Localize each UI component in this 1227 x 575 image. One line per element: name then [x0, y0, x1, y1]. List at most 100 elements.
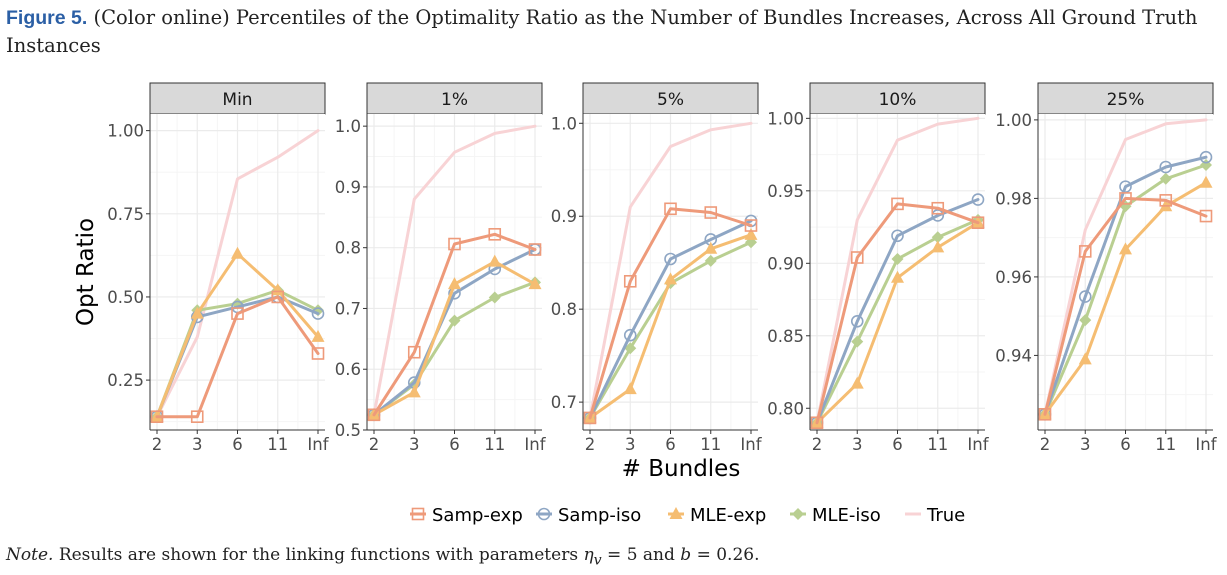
data-point-samp-exp: [1078, 245, 1092, 258]
data-point-mle-exp: [231, 246, 244, 259]
data-point-samp-exp: [488, 228, 502, 241]
data-point-samp-exp: [311, 347, 325, 360]
legend-item-samp-exp: Samp-exp: [410, 505, 523, 526]
data-point-samp-iso: [931, 209, 945, 222]
data-point-mle-iso: [891, 252, 904, 265]
note-text-end: = 0.26.: [696, 545, 760, 565]
panel-strip-5pct: [582, 82, 759, 115]
y-tick-label: 0.98: [995, 189, 1032, 208]
data-point-mle-iso: [1159, 172, 1172, 185]
legend-key-marker: [792, 508, 804, 520]
y-tick-label: 0.6: [335, 360, 361, 379]
series-line-samp-exp: [815, 202, 980, 425]
data-point-mle-exp: [891, 270, 904, 283]
legend-item-mle-iso: MLE-iso: [790, 505, 881, 526]
data-point-samp-exp: [150, 410, 164, 423]
panel-strip-min: [149, 82, 326, 115]
data-point-mle-exp: [1199, 175, 1213, 188]
legend-label: Samp-iso: [558, 505, 641, 526]
data-point-samp-exp: [744, 219, 758, 232]
note-text-mid: = 5 and: [607, 545, 675, 565]
data-point-samp-exp: [583, 411, 597, 425]
x-tick-label: 3: [409, 435, 420, 454]
series-line-samp-exp: [372, 232, 537, 417]
series-line-samp-exp: [588, 207, 753, 420]
series-line-true: [588, 121, 753, 420]
figure-label: Figure 5.: [6, 7, 88, 29]
x-axis-title: # Bundles: [622, 456, 741, 482]
series-true: [1043, 118, 1208, 416]
legend-key-marker: [537, 507, 551, 521]
panel-title-25pct: 25%: [1107, 90, 1145, 110]
series-line-true: [155, 129, 320, 419]
data-point-mle-exp: [850, 376, 864, 389]
y-tick-label: 0.8: [551, 300, 577, 319]
panel-25pct: 25% 0.94 0.96 0.98 1.00 2 3 6 11 Inf: [995, 82, 1218, 454]
legend: Samp-exp Samp-iso MLE-exp MLE-iso True: [410, 505, 965, 526]
data-point-samp-exp: [190, 410, 204, 423]
x-tick-label: 2: [812, 435, 823, 454]
series-true: [588, 121, 753, 420]
y-tick-label: 1.00: [767, 109, 804, 128]
figure-caption: Figure 5. (Color online) Percentiles of …: [6, 4, 1224, 59]
series-line-samp-exp: [1043, 196, 1208, 416]
data-point-samp-iso: [1159, 160, 1173, 174]
data-point-mle-exp: [704, 241, 718, 254]
note-eta-subscript: v: [593, 552, 602, 569]
panels: Min 0.25 0.50 0.75 1.00 2 3 6 11 Inf 1% 0.5 0.6 0.7 0.…: [107, 82, 1218, 454]
data-point-samp-exp: [971, 216, 985, 230]
legend-label: True: [926, 505, 965, 526]
panel-title-1pct: 1%: [441, 90, 468, 110]
series-line-samp-exp: [155, 295, 320, 419]
panel-10pct: 10% 0.80 0.85 0.90 0.95 1.00 2 3 6 11 Inf: [767, 82, 990, 454]
x-tick-label: 3: [852, 435, 863, 454]
legend-item-true: True: [905, 505, 965, 526]
data-point-mle-exp: [488, 254, 502, 267]
y-tick-label: 0.75: [107, 205, 144, 224]
data-point-samp-exp: [448, 237, 461, 251]
data-point-mle-iso: [488, 291, 501, 304]
legend-key-marker: [411, 507, 425, 521]
x-tick-label: Inf: [967, 435, 989, 454]
data-point-mle-exp: [407, 385, 421, 398]
data-point-samp-iso: [311, 307, 325, 320]
data-point-mle-iso: [851, 335, 864, 348]
x-tick-label: Inf: [307, 435, 329, 454]
data-point-mle-iso: [448, 314, 461, 327]
data-point-samp-iso: [1199, 150, 1213, 164]
x-tick-label: 11: [267, 435, 288, 454]
data-point-mle-exp: [448, 277, 461, 290]
x-tick-label: 3: [1080, 435, 1091, 454]
data-point-samp-exp: [931, 201, 945, 215]
data-point-samp-exp: [1119, 192, 1132, 205]
series-samp-exp: [367, 228, 542, 422]
legend-label: Samp-exp: [432, 505, 523, 526]
x-tick-label: 6: [1120, 435, 1131, 454]
series-line-samp-iso: [588, 219, 753, 420]
y-tick-label: 0.5: [335, 421, 361, 440]
x-tick-label: 11: [484, 435, 505, 454]
caption-text: (Color online) Percentiles of the Optima…: [6, 6, 1198, 57]
y-tick-label: 0.85: [767, 327, 804, 346]
panel-5pct: 5% 0.7 0.8 0.9 1.0 2 3 6 11 Inf: [551, 82, 763, 454]
data-point-samp-iso: [664, 252, 677, 266]
data-point-mle-iso: [704, 254, 717, 267]
data-point-samp-iso: [1078, 290, 1092, 303]
figure-note: Note. Results are shown for the linking …: [6, 545, 760, 568]
data-point-mle-exp: [664, 272, 677, 285]
y-tick-label: 0.90: [767, 254, 804, 273]
x-tick-label: 3: [625, 435, 636, 454]
x-tick-label: 6: [449, 435, 460, 454]
data-point-samp-exp: [231, 307, 244, 320]
series-true: [372, 124, 537, 417]
data-point-mle-exp: [931, 240, 945, 253]
y-tick-label: 0.80: [767, 399, 804, 418]
note-eta: η: [583, 545, 594, 565]
data-point-mle-iso: [624, 342, 637, 355]
x-tick-label: 2: [1040, 435, 1051, 454]
data-point-mle-exp: [190, 306, 204, 319]
series-mle-exp: [150, 246, 325, 422]
series-samp-exp: [810, 197, 985, 430]
x-tick-label: 11: [1155, 435, 1176, 454]
legend-item-mle-exp: MLE-exp: [668, 505, 766, 526]
